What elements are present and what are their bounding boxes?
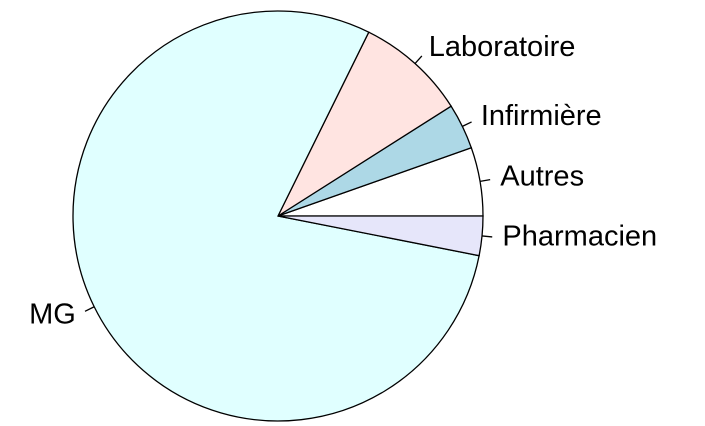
slice-label: Infirmière <box>481 100 602 132</box>
pie-slice <box>72 10 480 422</box>
pie-slice <box>276 31 452 218</box>
label-leader <box>481 235 493 238</box>
slice-label: Autres <box>500 161 584 193</box>
label-leader <box>84 306 95 312</box>
slice-label: Laboratoire <box>429 31 576 63</box>
label-leader <box>462 121 472 127</box>
label-leader <box>414 55 423 64</box>
slice-label: MG <box>29 298 76 330</box>
label-leader <box>479 179 491 183</box>
slice-label: Pharmacien <box>502 221 657 253</box>
